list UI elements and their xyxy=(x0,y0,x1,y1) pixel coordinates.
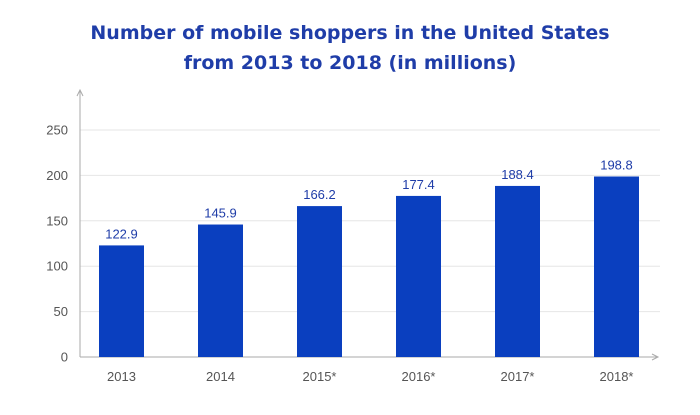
chart-title-line-1: Number of mobile shoppers in the United … xyxy=(90,22,610,44)
bar-2017 xyxy=(495,185,540,357)
y-tick-label: 0 xyxy=(61,350,68,365)
y-tick-label: 150 xyxy=(46,213,68,228)
y-tick-label: 200 xyxy=(46,168,68,183)
y-tick-label: 100 xyxy=(46,259,68,274)
data-label: 145.9 xyxy=(204,206,237,221)
y-tick-label: 250 xyxy=(46,123,68,138)
bar-2016 xyxy=(396,195,441,357)
x-tick-label: 2017* xyxy=(501,369,535,384)
x-axis-arrow xyxy=(651,353,660,361)
chart-title: Number of mobile shoppers in the United … xyxy=(0,18,700,78)
x-tick-label: 2015* xyxy=(303,369,337,384)
data-label: 122.9 xyxy=(105,226,138,241)
data-label: 166.2 xyxy=(303,187,336,202)
x-tick-label: 2018* xyxy=(600,369,634,384)
y-tick-label: 50 xyxy=(54,304,68,319)
x-tick-label: 2013 xyxy=(107,369,136,384)
data-label: 188.4 xyxy=(501,167,534,182)
bar-2015 xyxy=(297,206,342,357)
bar-2018 xyxy=(594,176,639,357)
chart-title-line-2: from 2013 to 2018 (in millions) xyxy=(183,52,517,74)
bar-2013 xyxy=(99,245,144,357)
bar-2014 xyxy=(198,224,243,357)
x-tick-label: 2014 xyxy=(206,369,235,384)
data-label: 198.8 xyxy=(600,157,633,172)
x-tick-label: 2016* xyxy=(402,369,436,384)
data-label: 177.4 xyxy=(402,177,435,192)
y-axis-arrow xyxy=(76,88,84,97)
